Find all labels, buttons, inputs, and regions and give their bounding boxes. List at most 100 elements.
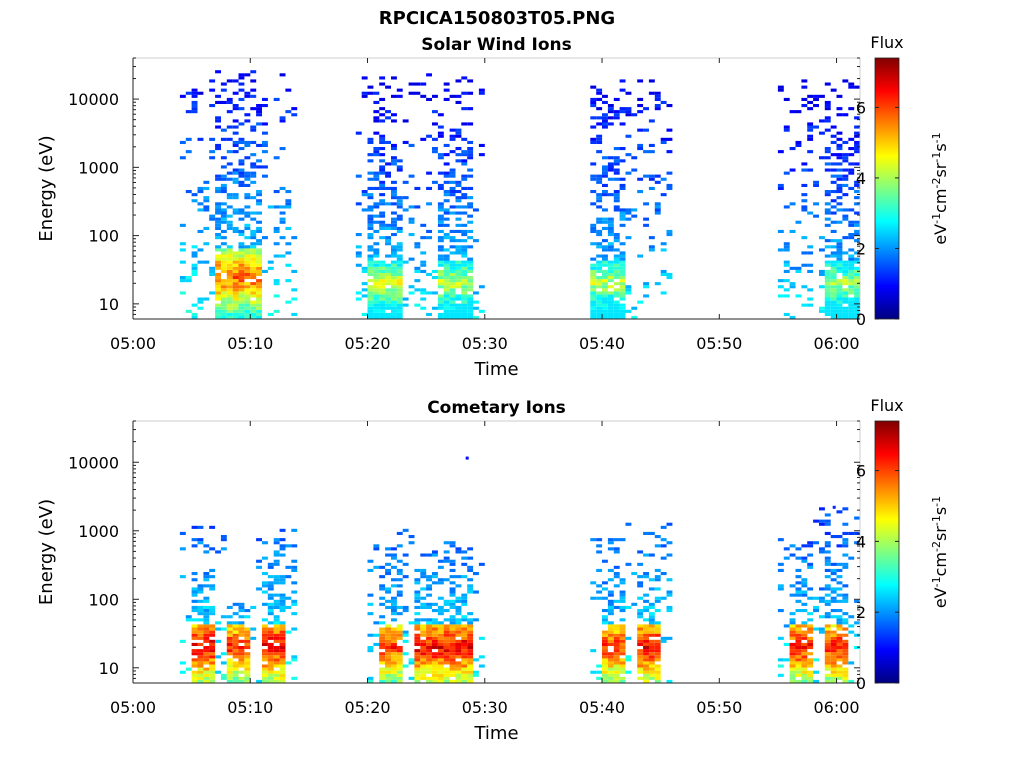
cometary-ions-cell [824,639,831,643]
cometary-ions-cell [244,636,251,640]
cometary-ions-cell [842,562,849,566]
solar-wind-ions-cell [244,291,251,295]
cometary-ions-cell [191,636,198,640]
cometary-ions-cell [467,547,474,551]
cometary-ions-cell [807,642,814,646]
cometary-ions-cell [819,519,825,523]
solar-wind-ions-cell [842,140,849,144]
cometary-ions-x-tick-label: 05:40 [579,698,625,717]
cometary-ions-cell [648,624,655,628]
cometary-ions-cell [232,661,239,665]
solar-wind-ions-cell [824,119,831,123]
cometary-ions-cell [179,531,186,535]
solar-wind-ions-cell [396,279,403,283]
cometary-ions-cell [637,596,644,600]
cometary-ions-cell [777,673,784,677]
cometary-ions-cell [232,664,239,668]
solar-wind-ions-cell [467,174,474,178]
cometary-ions-cell [420,670,427,674]
cometary-ions-cell [596,590,603,594]
cometary-ions-cell [449,575,456,579]
cometary-ions-cell [262,630,268,634]
solar-wind-ions-cell [801,199,808,203]
cometary-ions-cell [209,639,216,643]
cometary-ions-cell [209,627,216,631]
solar-wind-ions-cell [385,254,391,258]
solar-wind-ions-cell [596,217,603,221]
solar-wind-ions-cell [250,88,257,92]
solar-wind-ions-cell [467,186,474,190]
solar-wind-ions-cell [437,245,444,249]
solar-wind-ions-cell [262,131,268,135]
solar-wind-ions-cell [385,276,391,280]
solar-wind-ions-cell [432,269,438,273]
solar-wind-ions-cell [379,186,386,190]
solar-wind-ions-cell [215,260,221,264]
solar-wind-ions-cell [256,239,262,243]
cometary-ions-cell [414,605,421,609]
solar-wind-ions-cell [367,223,374,227]
cometary-ions-cell [279,639,286,643]
solar-wind-ions-cell [619,159,626,163]
cometary-ions-cell [191,649,198,653]
solar-wind-ions-cell [443,171,450,175]
solar-wind-ions-cell [619,88,626,92]
solar-wind-ions-cell [220,257,227,261]
solar-wind-ions-cell [226,251,233,255]
cometary-ions-cell [602,679,608,683]
cometary-ions-cell [619,593,626,597]
solar-wind-ions-cell [613,208,620,212]
solar-wind-ions-cell [824,202,831,206]
solar-wind-ions-cell [367,208,374,212]
cometary-ions-cell [842,538,849,542]
cometary-ions-cell [215,655,221,659]
solar-wind-ions-cell [807,107,814,111]
solar-wind-ions-cell [461,196,468,200]
solar-wind-ions-cell [267,312,274,316]
solar-wind-ions-cell [220,100,227,104]
cometary-ions-x-tick-label: 05:30 [462,698,508,717]
solar-wind-ions-cell [443,269,450,273]
solar-wind-ions-cell [461,276,468,280]
solar-wind-ions-cell [654,107,661,111]
solar-wind-ions-cell [385,272,391,276]
solar-wind-ions-cell [443,312,450,316]
solar-wind-ions-cell [437,315,444,319]
solar-wind-ions-cell [250,291,257,295]
solar-wind-ions-cell [455,79,462,83]
solar-wind-ions-cell [449,260,456,264]
cometary-ions-cell [185,618,192,622]
solar-wind-ions-cell [373,91,380,95]
cometary-ions-cell [279,649,286,653]
cometary-ions-cell [807,658,814,662]
solar-wind-ions-cell [807,100,814,104]
solar-wind-ions-cell [836,94,843,98]
cometary-ions-cell [473,670,479,674]
cometary-ions-cell [455,612,462,616]
cometary-ions-cell [836,624,843,628]
solar-wind-ions-cell [648,245,655,249]
solar-wind-ions-cell [437,183,444,187]
cometary-ions-cell [789,593,796,597]
cometary-ions-cell [467,584,474,588]
cometary-ions-cell [420,624,427,628]
solar-wind-ions-cell [801,285,808,289]
cometary-ions-cell [291,658,298,662]
solar-wind-ions-cell [391,119,397,123]
solar-wind-ions-cell [379,211,386,215]
cometary-ions-cell [455,642,462,646]
cometary-ions-cell [666,522,673,526]
cometary-ions-cell [285,565,292,569]
cometary-ions-cell [432,572,438,576]
cometary-ions-cell [854,599,860,603]
cometary-ions-cell [830,596,837,600]
cometary-ions-cell [613,605,620,609]
solar-wind-ions-cell [279,236,286,240]
solar-wind-ions-cell [238,266,245,270]
cometary-ions-cell [801,658,808,662]
cometary-ions-cell [643,531,649,535]
cometary-ions-cell [795,627,802,631]
solar-wind-ions-cell [215,70,221,74]
solar-wind-ions-cell [396,285,403,289]
solar-wind-ions-cell [250,288,257,292]
